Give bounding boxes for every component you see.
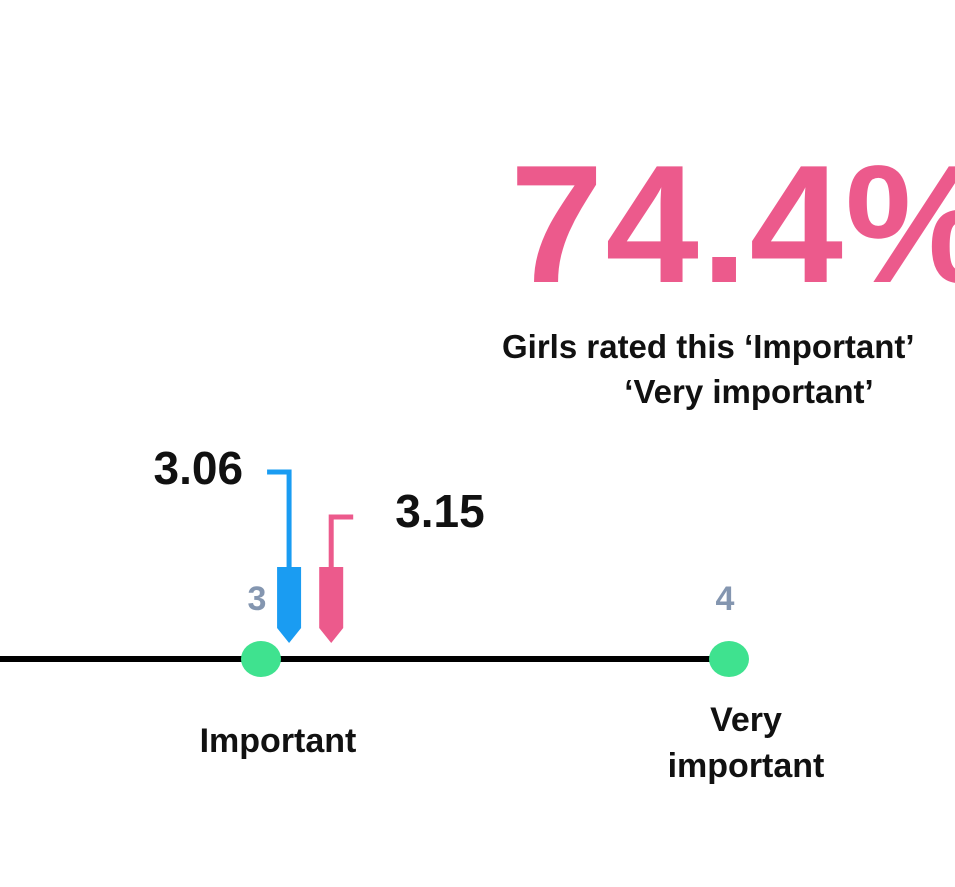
tick-label-line: important bbox=[668, 747, 825, 785]
headline-caption-line-2: ‘Very important’ bbox=[624, 373, 873, 410]
marker-value-label: 3.15 bbox=[395, 485, 485, 537]
tick-dot bbox=[709, 641, 749, 677]
tick-label-line: Important bbox=[200, 722, 357, 760]
marker-leader-line bbox=[267, 469, 292, 567]
marker-pointer bbox=[319, 567, 344, 643]
tick-label-line: Very bbox=[710, 701, 782, 739]
marker-pointer bbox=[277, 567, 302, 643]
marker-3.15: 3.15 bbox=[319, 485, 485, 643]
marker-3.06: 3.06 bbox=[154, 442, 302, 643]
tick-dot bbox=[241, 641, 281, 677]
headline-percentage: 74.4% bbox=[510, 130, 955, 318]
tick-number: 4 bbox=[716, 580, 735, 618]
scale-tick-4: 4 Very important bbox=[668, 580, 825, 785]
marker-leader-line bbox=[328, 514, 354, 567]
tick-number: 3 bbox=[248, 580, 267, 618]
scale-ticks: 3 Important 4 Very important bbox=[200, 580, 825, 785]
headline-caption-line-1: Girls rated this ‘Important’ bbox=[502, 328, 915, 365]
marker-value-label: 3.06 bbox=[154, 442, 244, 494]
scale-tick-3: 3 Important bbox=[200, 580, 357, 760]
scale-markers: 3.06 3.15 bbox=[154, 442, 485, 643]
